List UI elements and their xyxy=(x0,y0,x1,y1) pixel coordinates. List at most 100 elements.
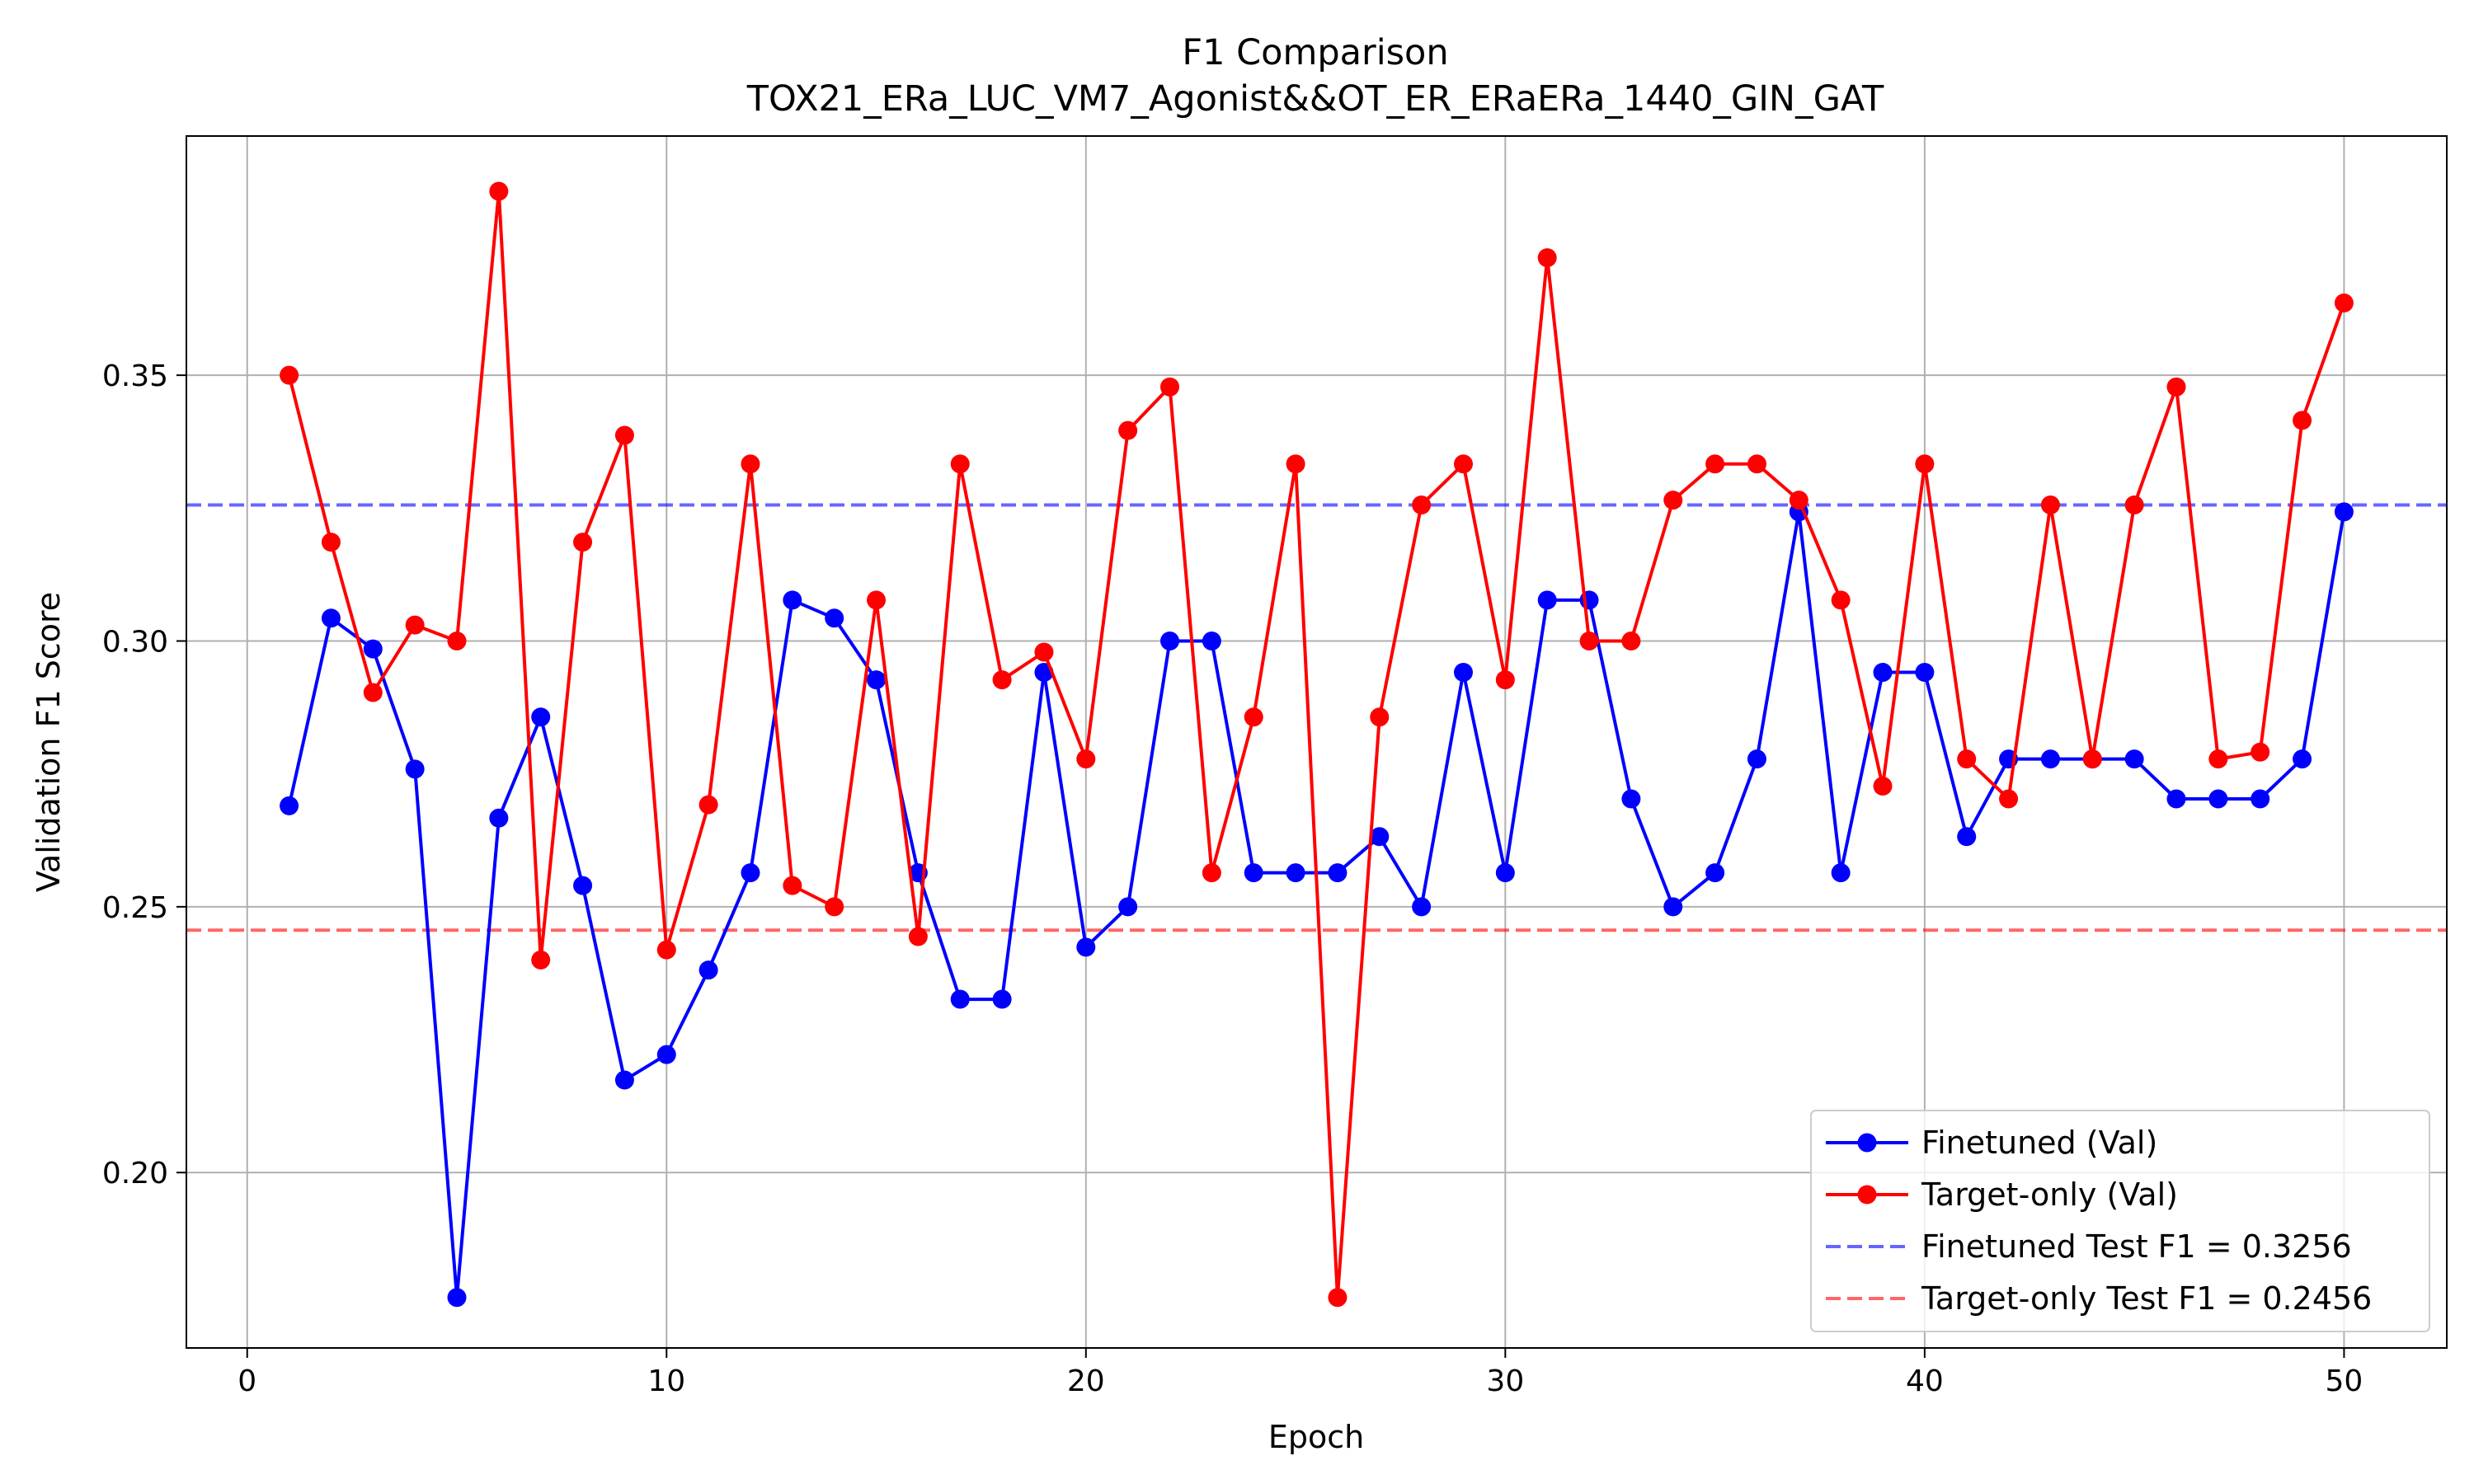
data-point xyxy=(447,1288,467,1308)
data-point xyxy=(1873,663,1893,683)
data-point xyxy=(2293,411,2312,430)
data-point xyxy=(2208,749,2228,769)
data-point xyxy=(2166,789,2186,809)
data-point xyxy=(783,590,802,610)
data-point xyxy=(573,533,593,552)
x-tick-label: 0 xyxy=(238,1364,256,1398)
data-point xyxy=(280,796,299,815)
data-point xyxy=(321,608,341,628)
data-point xyxy=(1957,749,1977,769)
legend-entry: Target-only (Val) xyxy=(1826,1176,2178,1213)
data-point xyxy=(950,454,970,474)
data-point xyxy=(1160,632,1180,650)
legend-marker xyxy=(1857,1133,1877,1153)
legend-box xyxy=(1810,1110,2430,1332)
y-axis-label: Validation F1 Score xyxy=(31,592,67,892)
legend-marker xyxy=(1857,1185,1877,1205)
data-point xyxy=(573,876,593,895)
data-point xyxy=(280,365,299,385)
x-tick-label: 30 xyxy=(1486,1364,1524,1398)
data-point xyxy=(1370,827,1390,847)
data-point xyxy=(1118,420,1138,440)
series-group xyxy=(280,181,2354,1308)
data-point xyxy=(2124,749,2144,769)
data-point xyxy=(2208,789,2228,809)
data-point xyxy=(1873,777,1893,796)
data-point xyxy=(531,707,551,727)
data-point xyxy=(1747,454,1766,474)
data-point xyxy=(992,989,1012,1009)
data-point xyxy=(2040,749,2060,769)
data-point xyxy=(614,1070,634,1090)
data-point xyxy=(656,1045,676,1064)
data-point xyxy=(2040,495,2060,514)
data-point xyxy=(2334,502,2354,522)
data-point xyxy=(2251,742,2270,762)
data-point xyxy=(531,950,551,970)
data-point xyxy=(950,989,970,1009)
y-tick-label: 0.25 xyxy=(102,891,168,925)
y-tick-label: 0.35 xyxy=(102,359,168,393)
data-point xyxy=(1537,590,1557,610)
data-point xyxy=(1663,897,1683,917)
data-point xyxy=(405,759,425,779)
data-point xyxy=(363,683,383,702)
data-point xyxy=(1244,707,1263,727)
data-point xyxy=(741,863,760,883)
legend-label: Target-only (Val) xyxy=(1921,1176,2178,1213)
data-series xyxy=(280,181,2354,1308)
legend-entry: Target-only Test F1 = 0.2456 xyxy=(1826,1280,2372,1317)
data-point xyxy=(1621,789,1641,809)
series-group xyxy=(280,502,2354,1308)
data-point xyxy=(1495,670,1515,690)
data-point xyxy=(1537,248,1557,268)
legend-entry: Finetuned Test F1 = 0.3256 xyxy=(1826,1228,2352,1265)
data-point xyxy=(2082,749,2102,769)
y-tick-label: 0.20 xyxy=(102,1157,168,1190)
data-point xyxy=(1202,863,1221,883)
x-tick-label: 20 xyxy=(1067,1364,1105,1398)
data-point xyxy=(1747,749,1766,769)
data-point xyxy=(825,897,844,917)
data-point xyxy=(1789,491,1808,510)
data-point xyxy=(1999,789,2019,809)
data-point xyxy=(1915,454,1935,474)
y-axis-ticks: 0.20 0.25 0.30 0.35 xyxy=(102,359,186,1190)
data-point xyxy=(1076,749,1096,769)
data-point xyxy=(867,590,887,610)
data-point xyxy=(1286,454,1305,474)
data-point xyxy=(1286,863,1305,883)
data-point xyxy=(1957,827,1977,847)
data-point xyxy=(867,670,887,690)
data-point xyxy=(656,940,676,960)
series-line xyxy=(287,190,2346,1299)
data-point xyxy=(1663,491,1683,510)
data-point xyxy=(2293,749,2312,769)
data-point xyxy=(783,876,802,895)
data-point xyxy=(1579,632,1599,650)
data-point xyxy=(1831,863,1851,883)
data-point xyxy=(1118,897,1138,917)
data-point xyxy=(2124,495,2144,514)
data-point xyxy=(1831,590,1851,610)
data-point xyxy=(1495,863,1515,883)
data-point xyxy=(1453,454,1473,474)
data-point xyxy=(2251,789,2270,809)
legend-entry: Finetuned (Val) xyxy=(1826,1125,2157,1161)
data-point xyxy=(1370,707,1390,727)
data-point xyxy=(1160,377,1180,397)
plot-area-frame xyxy=(186,135,2448,1349)
legend-label: Finetuned (Val) xyxy=(1921,1125,2157,1161)
data-point xyxy=(489,181,509,201)
data-point xyxy=(1034,642,1054,662)
data-point xyxy=(2166,377,2186,397)
legend-label: Finetuned Test F1 = 0.3256 xyxy=(1921,1228,2352,1265)
data-point xyxy=(908,927,928,946)
data-point xyxy=(741,454,760,474)
data-point xyxy=(1915,663,1935,683)
data-point xyxy=(1453,663,1473,683)
y-tick-label: 0.30 xyxy=(102,626,168,660)
x-axis-label: Epoch xyxy=(1268,1419,1364,1455)
data-point xyxy=(447,632,467,650)
data-point xyxy=(992,670,1012,690)
